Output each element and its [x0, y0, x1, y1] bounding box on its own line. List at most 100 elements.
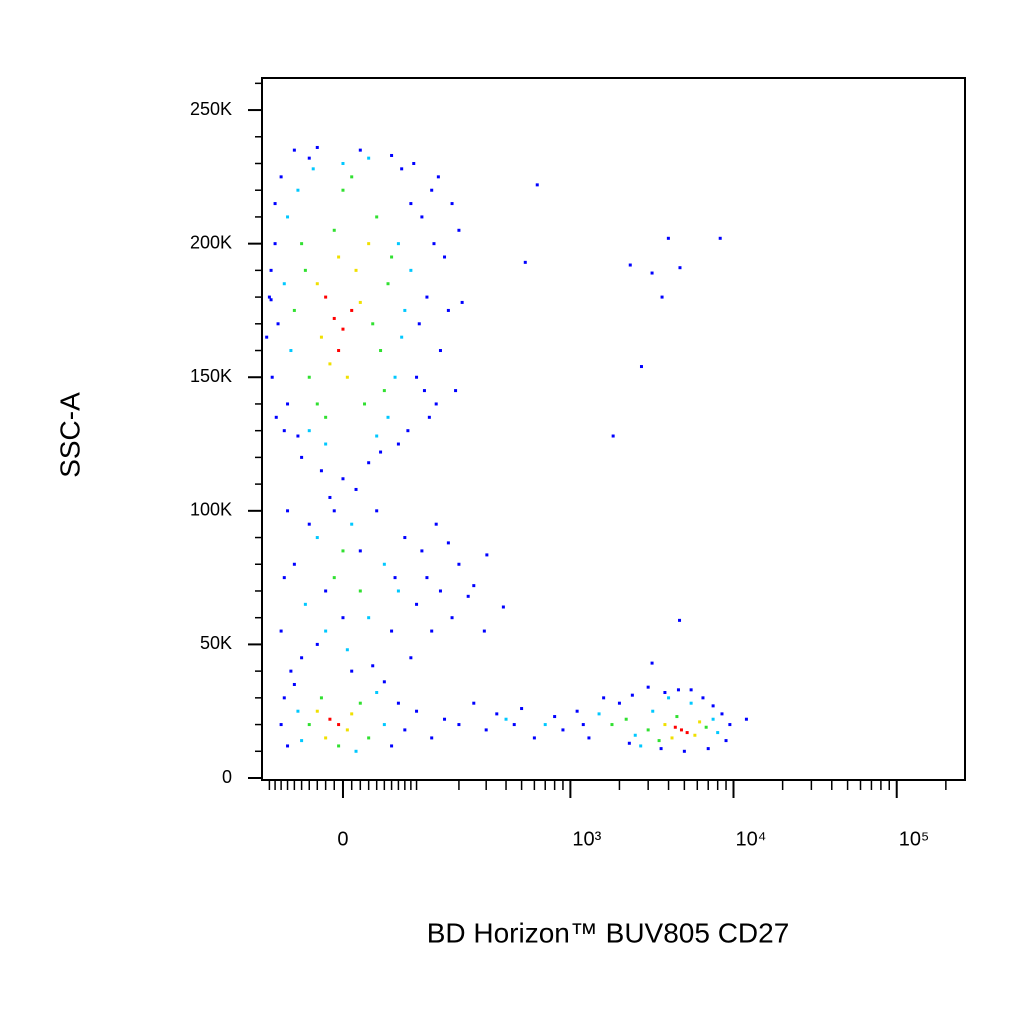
point [611, 434, 615, 438]
point [300, 455, 304, 459]
point [337, 723, 341, 727]
point [358, 148, 362, 152]
point [639, 744, 643, 748]
point [403, 536, 407, 540]
point [390, 255, 394, 259]
point [319, 696, 323, 700]
point [350, 175, 354, 179]
point [341, 477, 345, 481]
point [279, 175, 283, 179]
point [303, 268, 307, 272]
point [265, 335, 269, 339]
point [561, 728, 565, 732]
point [466, 594, 470, 598]
point [532, 736, 536, 740]
point [495, 712, 499, 716]
point [390, 153, 394, 157]
point [379, 349, 383, 353]
point [319, 469, 323, 473]
point [438, 589, 442, 593]
y-tick-label: 100K [190, 500, 232, 520]
point [307, 522, 311, 526]
point [698, 720, 702, 724]
point [282, 282, 286, 286]
point [279, 723, 283, 727]
point [602, 696, 606, 700]
point [454, 389, 458, 393]
point [443, 255, 447, 259]
point [315, 402, 319, 406]
point [386, 282, 390, 286]
point [610, 723, 614, 727]
point [711, 717, 715, 721]
point [701, 696, 705, 700]
point [386, 415, 390, 419]
point [617, 701, 621, 705]
point [324, 442, 328, 446]
y-tick-label: 150K [190, 366, 232, 386]
point [663, 691, 667, 695]
point [354, 749, 358, 753]
point [375, 509, 379, 513]
point [270, 375, 274, 379]
point [673, 725, 677, 729]
point [724, 739, 728, 743]
point [337, 349, 341, 353]
point [382, 562, 386, 566]
point [282, 429, 286, 433]
y-tick-label: 200K [190, 232, 232, 252]
point [354, 268, 358, 272]
point [286, 744, 290, 748]
point [704, 725, 708, 729]
point [718, 236, 722, 240]
point [689, 688, 693, 692]
point [289, 669, 293, 673]
point [382, 723, 386, 727]
point [450, 616, 454, 620]
point [315, 709, 319, 713]
point [276, 322, 280, 326]
point [337, 744, 341, 748]
point [415, 602, 419, 606]
point [682, 749, 686, 753]
y-axis-title: SSC-A [54, 392, 85, 478]
point [315, 282, 319, 286]
point [438, 349, 442, 353]
point [393, 576, 397, 580]
point [689, 701, 693, 705]
point [375, 215, 379, 219]
point [307, 375, 311, 379]
point [328, 362, 332, 366]
point [292, 682, 296, 686]
point [482, 629, 486, 633]
point [300, 242, 304, 246]
x-tick-label: 10³ [572, 828, 601, 850]
point [315, 642, 319, 646]
point [678, 618, 682, 622]
point [396, 701, 400, 705]
point [358, 300, 362, 304]
point [328, 717, 332, 721]
point [286, 402, 290, 406]
point [282, 576, 286, 580]
point [430, 736, 434, 740]
point [670, 736, 674, 740]
point [663, 723, 667, 727]
point [315, 536, 319, 540]
point [646, 685, 650, 689]
point [679, 728, 683, 732]
point [319, 335, 323, 339]
point [324, 415, 328, 419]
point [324, 736, 328, 740]
point [575, 709, 579, 713]
point [457, 723, 461, 727]
point [350, 308, 354, 312]
point [553, 715, 557, 719]
point [720, 712, 724, 716]
x-axis-title: BD Horizon™ BUV805 CD27 [427, 917, 790, 948]
point [311, 167, 315, 171]
point [651, 709, 655, 713]
point [409, 202, 413, 206]
point [587, 736, 591, 740]
point [292, 308, 296, 312]
